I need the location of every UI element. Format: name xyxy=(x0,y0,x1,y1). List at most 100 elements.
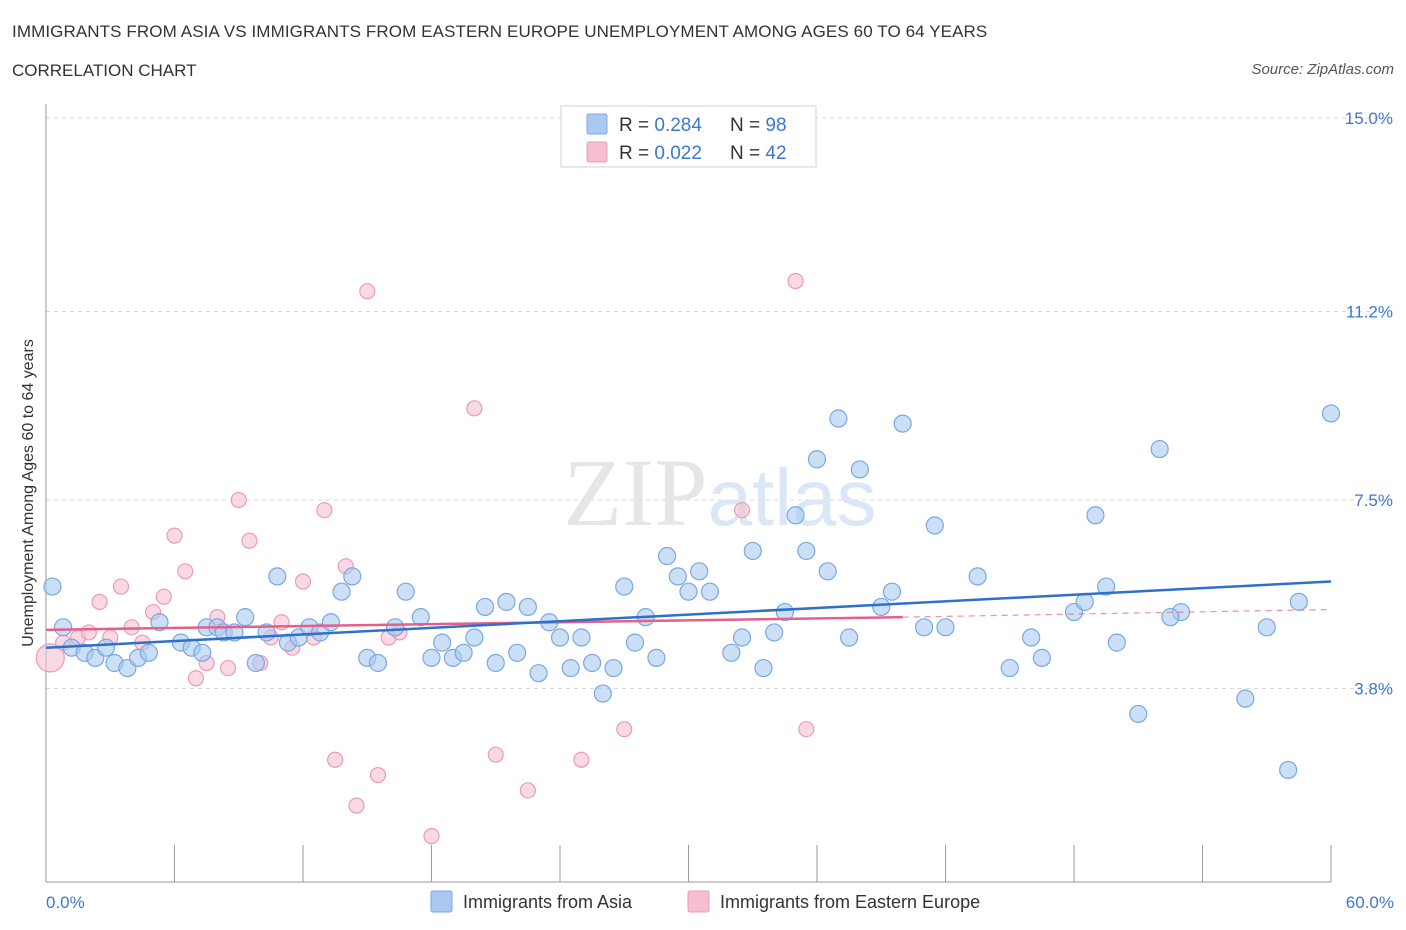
asia-point xyxy=(193,643,212,662)
stats-swatch-eastern-europe xyxy=(586,141,608,163)
asia-point xyxy=(1279,760,1298,780)
asia-point xyxy=(43,577,62,596)
asia-point xyxy=(807,450,827,469)
eastern-europe-point xyxy=(187,670,205,687)
n-value-eastern-europe: 42 xyxy=(765,143,786,164)
asia-point xyxy=(1289,592,1308,611)
asia-point xyxy=(1107,633,1126,652)
data-points xyxy=(35,272,1341,845)
asia-point xyxy=(1086,506,1105,525)
eastern-europe-point xyxy=(348,797,365,814)
asia-point xyxy=(754,658,773,678)
y-tick-label: 3.8% xyxy=(1354,679,1393,698)
asia-point xyxy=(236,608,255,627)
axes xyxy=(45,104,1332,883)
asia-point xyxy=(454,643,473,662)
asia-point xyxy=(872,597,891,617)
y-tick-labels: 3.8% 7.5% 11.2% 15.0% xyxy=(1345,109,1393,698)
asia-point xyxy=(625,633,645,652)
stats-swatch-asia xyxy=(586,113,608,135)
eastern-europe-point xyxy=(155,588,172,605)
asia-trend-line xyxy=(45,580,1332,649)
asia-point xyxy=(925,516,944,535)
eastern-europe-point xyxy=(787,272,804,290)
eastern-europe-point xyxy=(359,283,376,300)
svg-text:N = 42: N = 42 xyxy=(730,143,787,164)
asia-point xyxy=(385,618,405,637)
y-tick-label: 15.0% xyxy=(1345,109,1393,128)
asia-point xyxy=(700,582,720,601)
asia-point xyxy=(593,684,612,703)
asia-point xyxy=(690,562,709,581)
eastern-europe-point xyxy=(466,400,483,417)
n-label-eastern-europe: N = xyxy=(730,143,765,164)
asia-point xyxy=(1097,577,1116,596)
asia-point xyxy=(818,562,837,581)
stats-legend: R = 0.284 N = 98 R = 0.022 N = 42 xyxy=(560,105,817,168)
asia-point xyxy=(96,638,116,657)
asia-point xyxy=(1075,592,1094,611)
legend-swatch-eastern-europe xyxy=(687,890,710,913)
y-axis-label: Unemployment Among Ages 60 to 64 years xyxy=(20,339,37,647)
eastern-europe-point xyxy=(316,502,333,519)
r-value-eastern-europe: 0.022 xyxy=(654,143,702,164)
eastern-europe-point xyxy=(733,502,751,519)
legend-label-asia: Immigrants from Asia xyxy=(463,892,633,912)
eastern-europe-point xyxy=(35,643,65,673)
eastern-europe-point xyxy=(230,491,247,509)
eastern-europe-trend-line xyxy=(45,615,903,632)
asia-point xyxy=(615,577,634,596)
asia-point xyxy=(1257,618,1276,637)
asia-point xyxy=(465,628,484,647)
n-label-asia: N = xyxy=(730,115,765,136)
asia-point xyxy=(411,608,430,627)
asia-point xyxy=(679,582,698,601)
svg-text:R = 0.022: R = 0.022 xyxy=(619,143,702,164)
asia-point xyxy=(1000,658,1019,678)
asia-point xyxy=(743,541,762,561)
eastern-europe-point xyxy=(80,624,97,641)
asia-point xyxy=(829,409,848,428)
asia-point xyxy=(1022,628,1041,647)
x-tick-label-min: 0.0% xyxy=(46,893,85,912)
svg-text:N = 98: N = 98 xyxy=(730,115,787,136)
trend-lines xyxy=(45,580,1332,649)
asia-point xyxy=(497,592,516,611)
asia-point xyxy=(246,653,265,673)
asia-point xyxy=(529,664,548,683)
eastern-europe-point xyxy=(219,659,237,677)
asia-point xyxy=(321,613,340,632)
asia-point xyxy=(422,648,441,667)
eastern-europe-point xyxy=(519,782,536,799)
asia-point xyxy=(518,597,537,617)
grid-lines xyxy=(46,117,1392,689)
asia-point xyxy=(893,414,912,433)
asia-point xyxy=(1161,608,1180,627)
chart-subtitle: CORRELATION CHART xyxy=(12,61,197,80)
asia-point xyxy=(396,582,415,601)
chart-title: IMMIGRANTS FROM ASIA VS IMMIGRANTS FROM … xyxy=(12,22,988,41)
asia-point xyxy=(332,582,351,601)
asia-point xyxy=(775,602,794,622)
asia-point xyxy=(647,648,666,667)
asia-point xyxy=(368,653,388,673)
eastern-europe-point xyxy=(294,573,312,590)
asia-point xyxy=(722,643,741,662)
asia-point xyxy=(968,567,987,586)
eastern-europe-point xyxy=(573,751,590,768)
asia-point xyxy=(150,613,169,632)
asia-point xyxy=(475,597,495,617)
asia-point xyxy=(561,658,580,678)
asia-point xyxy=(433,633,452,652)
asia-point xyxy=(486,653,505,673)
asia-point xyxy=(583,653,602,673)
asia-point xyxy=(668,567,687,586)
eastern-europe-point xyxy=(177,563,194,580)
asia-point xyxy=(572,628,591,647)
eastern-europe-point xyxy=(241,532,258,549)
asia-point xyxy=(914,618,934,637)
eastern-europe-point xyxy=(166,527,183,544)
asia-point xyxy=(1129,704,1148,724)
n-value-asia: 98 xyxy=(765,115,786,136)
eastern-europe-point xyxy=(798,721,815,738)
